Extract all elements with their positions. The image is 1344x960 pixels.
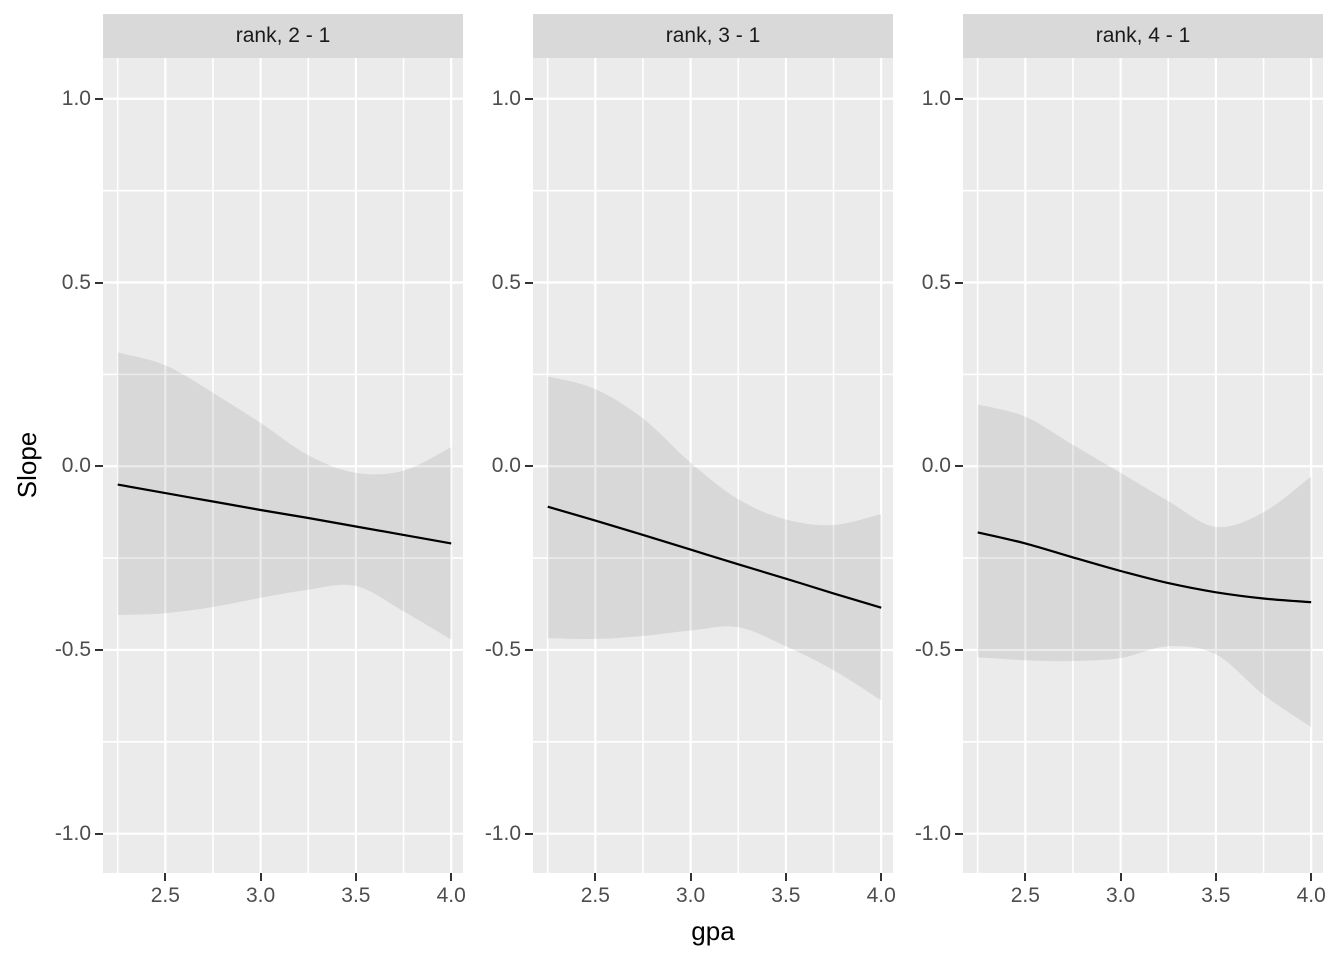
facet-strip-label: rank, 2 - 1 [235, 24, 331, 47]
x-tick-label: 2.5 [580, 884, 610, 907]
facet-strip-rank-2-1: rank, 2 - 1 [103, 14, 463, 58]
y-tick-mark [525, 832, 533, 835]
x-tick-mark [689, 873, 692, 881]
facet-strip-rank-4-1: rank, 4 - 1 [963, 14, 1323, 58]
x-tick-label: 4.0 [1296, 884, 1326, 907]
y-tick-label: 0.0 [921, 454, 951, 478]
y-tick-label: 0.0 [61, 454, 91, 478]
y-tick-label: -0.5 [914, 637, 951, 661]
y-tick-label: 0.0 [491, 454, 521, 478]
y-tick-mark [955, 281, 963, 284]
x-tick-label: 3.0 [675, 884, 706, 907]
x-tick-mark [1214, 873, 1217, 881]
y-tick-mark [955, 465, 963, 468]
x-tick-label: 3.0 [1105, 884, 1136, 907]
y-tick-mark [955, 97, 963, 100]
y-tick-mark [95, 97, 103, 100]
x-tick-mark [450, 873, 453, 881]
panel-rank-4-1 [963, 58, 1323, 873]
y-tick-label: 1.0 [921, 86, 951, 110]
x-tick-mark [1119, 873, 1122, 881]
confidence-ribbon [547, 376, 882, 701]
y-tick-label: -1.0 [914, 821, 951, 845]
x-tick-label: 3.5 [771, 884, 801, 907]
y-tick-mark [525, 648, 533, 651]
confidence-ribbon [117, 352, 452, 640]
x-tick-label: 3.5 [341, 884, 371, 907]
y-tick-label: -0.5 [54, 637, 91, 661]
y-tick-mark [525, 97, 533, 100]
x-tick-mark [594, 873, 597, 881]
x-tick-mark [880, 873, 883, 881]
x-tick-mark [259, 873, 262, 881]
x-tick-label: 3.5 [1201, 884, 1231, 907]
y-tick-mark [955, 648, 963, 651]
y-tick-label: -1.0 [484, 821, 521, 845]
y-tick-mark [95, 648, 103, 651]
y-tick-mark [525, 281, 533, 284]
y-tick-label: -1.0 [54, 821, 91, 845]
x-tick-label: 4.0 [866, 884, 896, 907]
y-tick-mark [95, 281, 103, 284]
facet-strip-rank-3-1: rank, 3 - 1 [533, 14, 893, 58]
y-tick-label: 1.0 [61, 86, 91, 110]
x-tick-mark [354, 873, 357, 881]
y-tick-label: 1.0 [491, 86, 521, 110]
slope-line [547, 505, 882, 609]
x-tick-label: 4.0 [436, 884, 466, 907]
panel-rank-3-1 [533, 58, 893, 873]
facet-strip-label: rank, 4 - 1 [1095, 24, 1191, 47]
x-tick-label: 2.5 [1010, 884, 1040, 907]
y-tick-mark [525, 465, 533, 468]
x-tick-mark [784, 873, 787, 881]
y-tick-label: 0.5 [491, 270, 521, 294]
y-tick-mark [95, 465, 103, 468]
slope-line [117, 483, 452, 545]
confidence-ribbon [977, 404, 1312, 728]
x-tick-label: 3.0 [245, 884, 276, 907]
y-tick-label: 0.5 [921, 270, 951, 294]
x-tick-mark [1024, 873, 1027, 881]
facet-strip-label: rank, 3 - 1 [665, 24, 761, 47]
x-tick-mark [164, 873, 167, 881]
slope-line [977, 531, 1312, 604]
x-tick-label: 2.5 [150, 884, 180, 907]
x-tick-mark [1310, 873, 1313, 881]
y-tick-label: -0.5 [484, 637, 521, 661]
y-tick-label: 0.5 [61, 270, 91, 294]
panel-rank-2-1 [103, 58, 463, 873]
x-axis-title: gpa [691, 916, 735, 946]
y-tick-mark [95, 832, 103, 835]
y-tick-mark [955, 832, 963, 835]
